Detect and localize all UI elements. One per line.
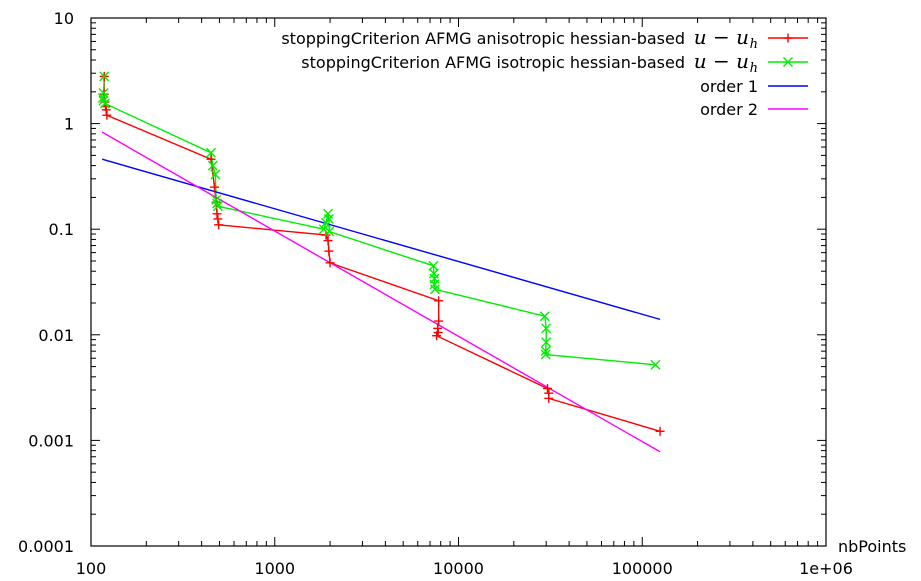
data-point <box>324 226 335 237</box>
cross-marker-b <box>323 213 334 224</box>
data-point <box>98 95 109 106</box>
series-lines <box>101 76 661 453</box>
cross-marker-b <box>323 208 334 219</box>
legend-label: order 2 <box>700 100 758 119</box>
cross-marker-b <box>99 98 110 109</box>
data-point <box>324 246 334 256</box>
data-point <box>209 182 219 192</box>
data-point <box>540 346 551 357</box>
plot-frame <box>90 17 827 547</box>
series-line-2 <box>102 76 656 366</box>
legend-math: u − u <box>694 25 749 49</box>
data-point <box>541 337 552 348</box>
data-point <box>323 213 334 224</box>
data-point <box>102 110 112 120</box>
x-axis-label: nbPoints <box>838 537 906 556</box>
cross-marker-b <box>541 323 552 334</box>
cross-marker-b <box>429 279 440 290</box>
x-tick-label: 100000 <box>612 559 673 578</box>
data-point <box>655 426 665 436</box>
data-point <box>434 316 444 326</box>
legend-label: stoppingCriterion AFMG isotropic hessian… <box>301 53 685 72</box>
data-point <box>212 198 223 209</box>
data-point <box>542 384 552 394</box>
data-point <box>325 258 335 268</box>
cross-marker-b <box>98 95 109 106</box>
series-markers <box>97 71 665 436</box>
data-point <box>212 201 223 212</box>
legend-entry-4: order 2 <box>700 100 808 119</box>
y-tick-label: 0.01 <box>38 326 74 345</box>
cross-marker-b <box>650 359 661 370</box>
legend-marker <box>783 57 793 67</box>
cross-marker-b <box>97 92 108 103</box>
cross-marker-b <box>541 337 552 348</box>
cross-marker-b <box>783 57 793 67</box>
data-point <box>430 284 441 295</box>
data-point <box>428 260 439 271</box>
cross-marker-b <box>324 226 335 237</box>
cross-marker-b <box>539 311 550 322</box>
y-tick-label: 0.0001 <box>18 537 74 556</box>
data-point <box>207 160 218 171</box>
cross-marker-b <box>318 224 329 235</box>
legend-math-subscript: h <box>750 61 758 76</box>
legend-math-subscript: h <box>750 37 758 52</box>
legend-math: u − u <box>694 49 749 73</box>
cross-marker-b <box>206 147 217 158</box>
data-point <box>432 331 442 341</box>
x-tick-label: 10000 <box>433 559 484 578</box>
cross-marker-b <box>428 260 439 271</box>
data-point <box>211 194 222 205</box>
axis-ticks: 100 1000 10000 100000 1e+06 0.0001 0.001 0.01 0.… <box>18 9 853 578</box>
data-point <box>539 311 550 322</box>
cross-marker-b <box>540 346 551 357</box>
cross-marker-b <box>211 194 222 205</box>
data-point <box>206 147 217 158</box>
cross-marker-b <box>207 160 218 171</box>
data-point <box>434 296 444 306</box>
legend-entry-3: order 1 <box>700 77 808 96</box>
legend-marker <box>783 33 793 43</box>
legend-label: stoppingCriterion AFMG anisotropic hessi… <box>281 29 685 48</box>
data-point <box>540 349 551 360</box>
data-point <box>650 359 661 370</box>
y-tick-label: 0.1 <box>49 220 74 239</box>
data-point <box>99 71 110 82</box>
legend-label: order 1 <box>700 77 758 96</box>
cross-marker-b <box>210 169 221 180</box>
data-point <box>97 92 108 103</box>
series-line-1 <box>103 76 661 432</box>
data-point <box>323 236 333 246</box>
cross-marker-b <box>212 201 223 212</box>
cross-marker-b <box>540 349 551 360</box>
cross-marker-b <box>99 71 110 82</box>
data-point <box>212 209 222 219</box>
legend-entry-2: hu − u stoppingCriterion AFMG isotropic h… <box>301 49 808 76</box>
data-point <box>206 154 216 164</box>
y-tick-label: 0.001 <box>28 431 74 450</box>
legend: hu − u stoppingCriterion AFMG anisotropic… <box>281 25 808 119</box>
data-point <box>541 323 552 334</box>
cross-marker-b <box>212 198 223 209</box>
data-point <box>213 214 223 224</box>
cross-marker-b <box>430 284 441 295</box>
series-line-4 <box>101 131 661 453</box>
x-tick-label: 100 <box>76 559 107 578</box>
cross-marker-b <box>428 268 439 279</box>
data-point <box>318 224 329 235</box>
x-tick-label: 1e+06 <box>799 559 853 578</box>
data-point <box>544 393 554 403</box>
data-point <box>214 220 224 230</box>
y-tick-label: 10 <box>54 9 74 28</box>
data-point <box>210 169 221 180</box>
x-tick-label: 1000 <box>254 559 295 578</box>
series-line-3 <box>101 158 661 321</box>
y-tick-label: 1 <box>64 115 74 134</box>
legend-entry-1: hu − u stoppingCriterion AFMG anisotropic… <box>281 25 808 52</box>
data-point <box>99 98 110 109</box>
